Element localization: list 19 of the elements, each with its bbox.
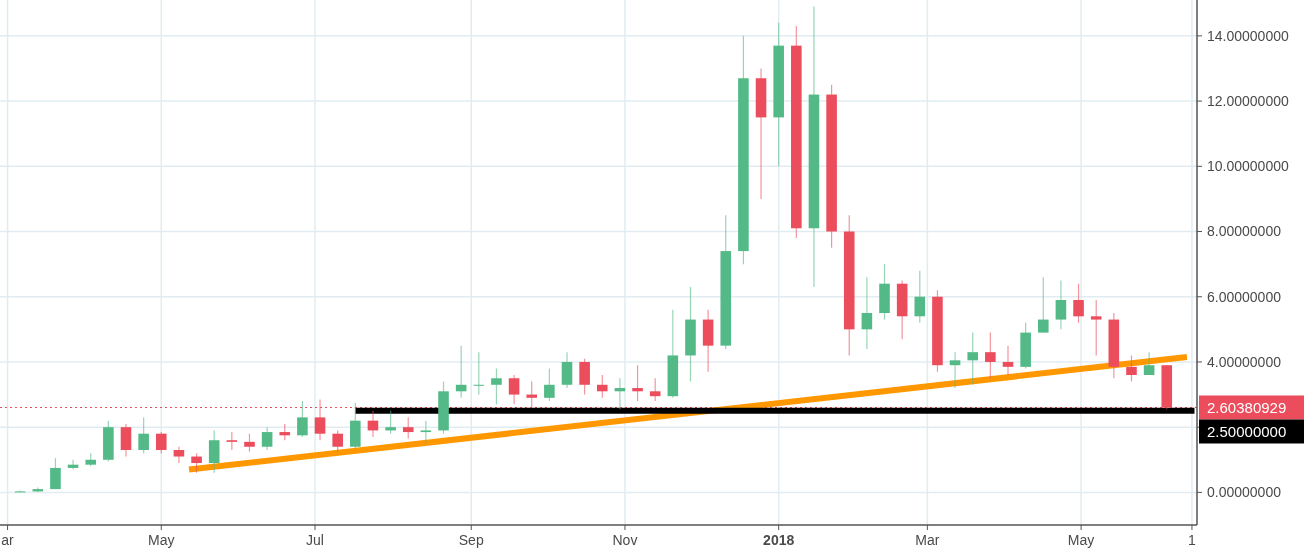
x-tick-label: Sep: [458, 532, 484, 548]
x-tick-label: ar: [1, 532, 15, 548]
y-tick-label: 4.00000000: [1207, 353, 1282, 370]
y-tick-label: 10.00000000: [1207, 158, 1289, 175]
y-tick-label: 6.00000000: [1207, 288, 1282, 305]
y-tick-label: 14.00000000: [1207, 27, 1289, 44]
y-tick-label: 12.00000000: [1207, 92, 1289, 109]
ref-line-label: 2.60380929: [1207, 398, 1287, 416]
x-tick-label: Mar: [915, 532, 940, 548]
y-tick-label: 8.00000000: [1207, 223, 1282, 240]
candlestick: [173, 446, 185, 464]
y-tick-label: 0.00000000: [1207, 484, 1282, 501]
x-tick-label: Nov: [612, 532, 638, 548]
x-tick-label: 1: [1188, 532, 1197, 548]
x-tick-label: May: [1067, 532, 1095, 548]
x-tick-label: 2018: [763, 532, 795, 548]
x-tick-label: Jul: [306, 532, 324, 548]
x-tick-label: May: [148, 532, 175, 548]
series-label: 2.50000000: [1207, 422, 1287, 440]
